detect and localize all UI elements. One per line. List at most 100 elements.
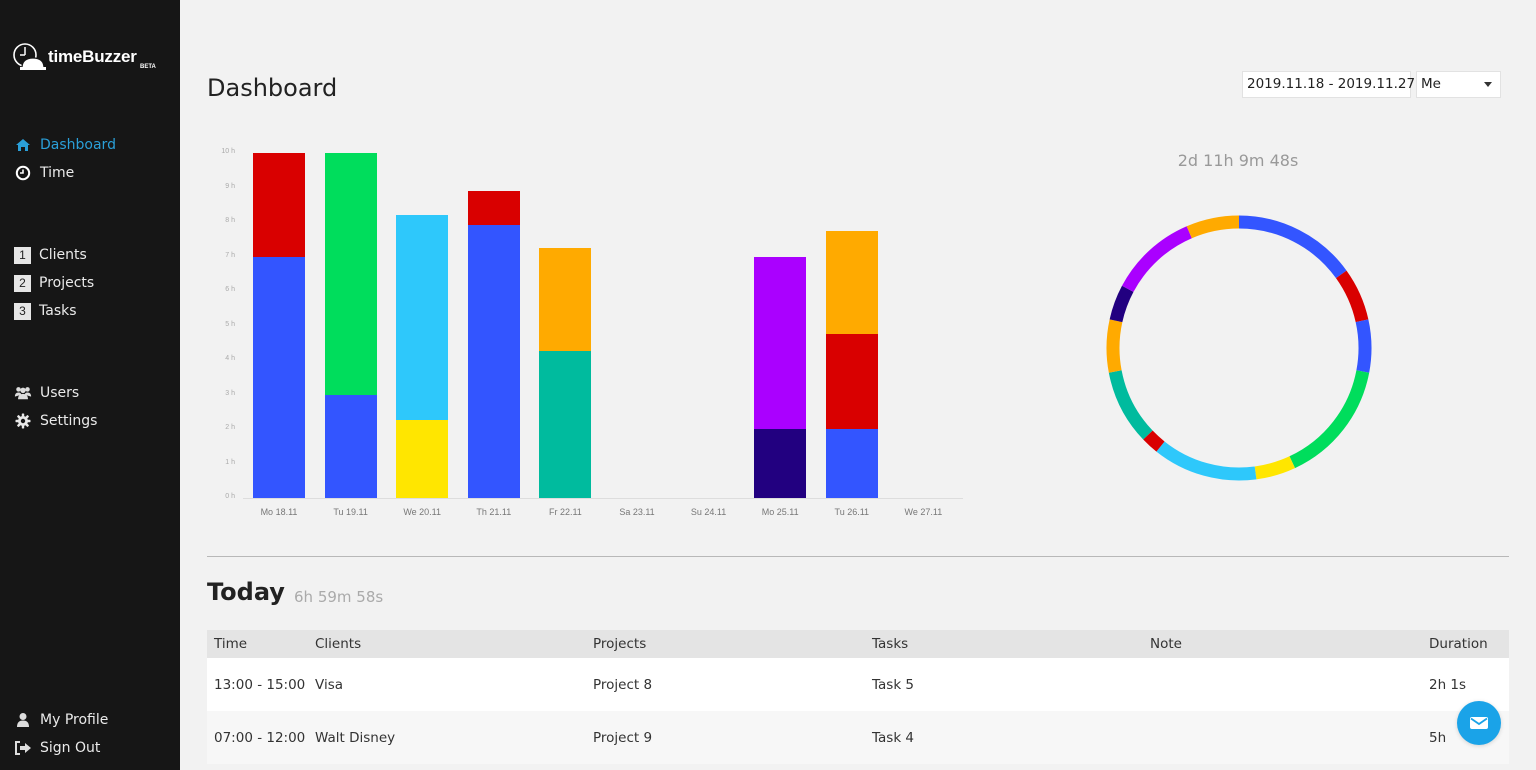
day-bar[interactable] — [539, 247, 592, 498]
donut-segment[interactable] — [1254, 456, 1295, 480]
bar-segment[interactable] — [825, 334, 878, 429]
sign-out-icon — [14, 739, 32, 757]
sidebar-item-time[interactable]: Time — [14, 159, 116, 187]
donut-segment[interactable] — [1289, 370, 1370, 469]
user-filter-select[interactable]: Me — [1416, 71, 1501, 98]
sidebar-item-label: Time — [40, 165, 75, 181]
day-bar[interactable] — [324, 153, 377, 498]
entry-duration: 5h — [1429, 729, 1447, 746]
today-total-time: 6h 59m 58s — [294, 588, 384, 606]
entry-duration: 2h 1s — [1429, 676, 1467, 693]
sidebar-item-projects[interactable]: 2 Projects — [14, 269, 94, 297]
bar-segment[interactable] — [825, 230, 878, 335]
donut-segment[interactable] — [1186, 215, 1240, 239]
x-axis-label: Th 21.11 — [476, 507, 512, 517]
daily-hours-bar-chart: 0 h 1 h 2 h 3 h 4 h 5 h 6 h 7 h 8 h 9 h 10 h Mo 18.… — [207, 140, 967, 530]
y-axis-tick: 2 h — [225, 424, 235, 431]
table-row[interactable]: 07:00 - 12:00 Walt Disney Project 9 Task… — [207, 711, 1509, 764]
day-bar[interactable] — [825, 230, 878, 498]
column-header-note[interactable]: Note — [1150, 636, 1182, 652]
app-logo[interactable]: timeBuzzer BETA — [12, 42, 156, 72]
y-axis-tick: 0 h — [225, 493, 235, 500]
bar-segment[interactable] — [467, 190, 520, 226]
beta-badge: BETA — [140, 64, 156, 70]
x-axis-label: Tu 26.11 — [834, 507, 870, 517]
donut-segment[interactable] — [1156, 441, 1257, 481]
column-header-projects[interactable]: Projects — [593, 636, 647, 652]
entry-client: Walt Disney — [315, 729, 396, 746]
bar-segment[interactable] — [754, 256, 807, 429]
bar-segment[interactable] — [253, 256, 305, 498]
sidebar-item-sign-out[interactable]: Sign Out — [14, 734, 108, 762]
entry-task: Task 5 — [872, 676, 915, 693]
sidebar-item-settings[interactable]: Settings — [14, 407, 97, 435]
bar-segment[interactable] — [825, 429, 878, 498]
bar-segment[interactable] — [396, 420, 449, 498]
entry-time: 13:00 - 15:00 — [214, 676, 306, 693]
sidebar-item-label: Clients — [39, 247, 87, 263]
envelope-icon — [1470, 717, 1488, 729]
donut-segment[interactable] — [1143, 430, 1165, 452]
sidebar-item-users[interactable]: Users — [14, 379, 97, 407]
sidebar-item-dashboard[interactable]: Dashboard — [14, 131, 116, 159]
y-axis-tick: 3 h — [225, 389, 235, 397]
day-bar[interactable] — [754, 256, 807, 498]
day-bar[interactable] — [253, 153, 305, 498]
donut-segment[interactable] — [1335, 270, 1369, 323]
x-axis-label: Mo 25.11 — [761, 507, 799, 517]
day-bar[interactable] — [396, 215, 449, 498]
entry-project: Project 9 — [593, 729, 653, 746]
column-header-time[interactable]: Time — [214, 636, 248, 652]
x-axis-line — [243, 498, 963, 499]
chat-support-button[interactable] — [1457, 701, 1501, 745]
donut-segment[interactable] — [1355, 319, 1372, 373]
y-axis-tick: 9 h — [225, 182, 235, 190]
admin-nav: Users Settings — [14, 379, 97, 435]
sidebar-item-tasks[interactable]: 3 Tasks — [14, 297, 94, 325]
column-header-duration[interactable]: Duration — [1429, 636, 1488, 652]
x-axis-label: Sa 23.11 — [619, 507, 655, 517]
bar-segment[interactable] — [539, 247, 592, 352]
donut-segment[interactable] — [1109, 285, 1134, 323]
sidebar-item-clients[interactable]: 1 Clients — [14, 241, 94, 269]
date-range-picker[interactable]: 2019.11.18 - 2019.11.27 — [1242, 71, 1415, 98]
buzzer-logo-icon — [12, 42, 46, 72]
account-nav: My Profile Sign Out — [14, 706, 108, 762]
day-bar[interactable] — [467, 190, 520, 498]
number-badge: 1 — [14, 246, 31, 264]
column-header-tasks[interactable]: Tasks — [872, 636, 909, 652]
sidebar: timeBuzzer BETA Dashboard Time 1 Clients… — [0, 0, 180, 770]
clock-icon — [14, 164, 32, 182]
table-row[interactable]: 13:00 - 15:00 Visa Project 8 Task 5 2h 1… — [207, 658, 1509, 711]
donut-segment[interactable] — [1108, 370, 1153, 440]
user-filter-value: Me — [1421, 76, 1441, 92]
donut-segment[interactable] — [1238, 215, 1347, 279]
y-axis-tick: 10 h — [221, 148, 235, 155]
sidebar-item-label: Sign Out — [40, 740, 101, 756]
y-axis-tick: 6 h — [225, 286, 235, 293]
donut-segment[interactable] — [1106, 319, 1123, 373]
sidebar-item-label: Settings — [40, 413, 98, 429]
bar-segment[interactable] — [467, 225, 520, 498]
y-axis-tick: 4 h — [225, 355, 235, 362]
sidebar-item-my-profile[interactable]: My Profile — [14, 706, 108, 734]
sidebar-item-label: Tasks — [39, 303, 77, 319]
bar-segment[interactable] — [253, 153, 305, 257]
bar-segment[interactable] — [324, 394, 377, 498]
time-distribution-donut-chart — [1106, 215, 1372, 481]
x-axis-label: Su 24.11 — [690, 507, 727, 517]
column-header-clients[interactable]: Clients — [315, 636, 362, 652]
user-icon — [14, 711, 32, 729]
bar-segment[interactable] — [396, 215, 449, 421]
bar-segment[interactable] — [754, 429, 807, 498]
sidebar-item-label: Projects — [39, 275, 95, 291]
number-badge: 2 — [14, 274, 31, 292]
bar-segment[interactable] — [539, 351, 592, 498]
y-axis-tick: 5 h — [225, 320, 235, 328]
sidebar-item-label: My Profile — [40, 712, 109, 728]
bar-segment[interactable] — [324, 153, 377, 395]
y-axis-tick: 8 h — [225, 217, 235, 224]
primary-nav: Dashboard Time — [14, 131, 116, 187]
donut-segment[interactable] — [1122, 226, 1192, 293]
page-title: Dashboard — [207, 74, 338, 102]
